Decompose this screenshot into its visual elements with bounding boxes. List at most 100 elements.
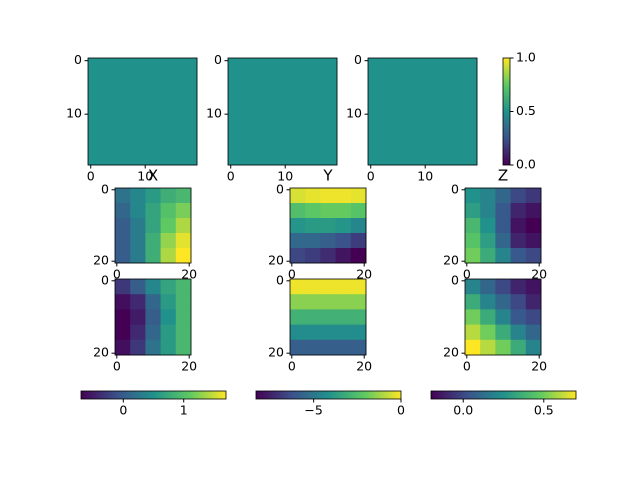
- heatmap-cell: [145, 324, 161, 341]
- heatmap-cell: [160, 188, 177, 204]
- heatmap-cell: [510, 248, 527, 264]
- heatmap-cell: [525, 233, 542, 249]
- axes-frame: [289, 187, 367, 264]
- heatmap-cell: [305, 339, 321, 356]
- y-tick-label: 0: [451, 181, 459, 196]
- heatmap-cell: [320, 294, 336, 310]
- panel-title: X: [148, 167, 158, 185]
- panel-title: Y: [322, 167, 333, 185]
- heatmap-cell: [525, 324, 542, 341]
- y-tick-label: 10: [66, 106, 82, 121]
- colorbar: [430, 390, 577, 400]
- heatmap-cell: [335, 248, 352, 264]
- heatmap-cell: [350, 324, 367, 341]
- heatmap-cell: [145, 218, 161, 234]
- heatmap-cell: [305, 233, 321, 249]
- axes-frame: [87, 57, 198, 166]
- heatmap-cell: [160, 233, 177, 249]
- heatmap-cell: [290, 339, 306, 356]
- heatmap-cell: [290, 218, 306, 234]
- heatmap-cell: [175, 203, 192, 219]
- x-tick-label: 20: [181, 359, 197, 374]
- heatmap-cell: [525, 188, 542, 204]
- y-tick-label: 10: [206, 106, 222, 121]
- heatmap-cell: [525, 279, 542, 295]
- x-tick-label: 20: [531, 359, 547, 374]
- heatmap-cell: [145, 294, 161, 310]
- heatmap-cell: [145, 203, 161, 219]
- heatmap-cell: [145, 279, 161, 295]
- heatmap-cell: [115, 309, 131, 325]
- heatmap-cell: [495, 279, 511, 295]
- heatmap-cell: [495, 218, 511, 234]
- heatmap-cell: [335, 294, 352, 310]
- heatmap-cell: [160, 218, 177, 234]
- heatmap-cell: [495, 188, 511, 204]
- heatmap-cell: [130, 309, 146, 325]
- colorbar-tick-label: 0: [397, 403, 405, 418]
- heatmap-cell: [465, 188, 481, 204]
- heatmap-cell: [350, 203, 367, 219]
- heatmap-cell: [350, 279, 367, 295]
- heatmap-cell: [305, 188, 321, 204]
- heatmap-cell: [290, 324, 306, 341]
- heatmap-cell: [115, 248, 131, 264]
- x-tick-label: 10: [417, 169, 433, 184]
- heatmap-cell: [290, 279, 306, 295]
- heatmap-cell: [130, 324, 146, 341]
- heatmap-cell: [480, 339, 496, 356]
- heatmap-cell: [465, 233, 481, 249]
- heatmap-cell: [305, 248, 321, 264]
- heatmap-cell: [335, 309, 352, 325]
- heatmap-cell: [175, 218, 192, 234]
- heatmap-cell: [115, 279, 131, 295]
- heatmap-cell: [350, 248, 367, 264]
- heatmap-cell: [480, 309, 496, 325]
- x-tick-label: 0: [367, 169, 375, 184]
- heatmap-cell: [305, 218, 321, 234]
- heatmap-cell: [130, 218, 146, 234]
- heatmap-cell: [115, 203, 131, 219]
- heatmap-cell: [350, 339, 367, 356]
- heatmap-cell: [305, 309, 321, 325]
- heatmap-cell: [160, 294, 177, 310]
- x-tick-label: 0: [288, 359, 296, 374]
- heatmap-cell: [320, 248, 336, 264]
- heatmap-cell: [525, 339, 542, 356]
- heatmap-cell: [160, 203, 177, 219]
- heatmap-cell: [290, 233, 306, 249]
- x-tick-label: 0: [463, 359, 471, 374]
- colorbar-tick-label: 0.5: [516, 103, 536, 118]
- heatmap-cell: [335, 188, 352, 204]
- colorbar: [255, 390, 402, 400]
- heatmap-cell: [525, 203, 542, 219]
- y-tick-label: 0: [101, 272, 109, 287]
- axes-frame: [227, 57, 338, 166]
- heatmap-cell: [368, 58, 478, 166]
- axes-frame: [367, 57, 478, 166]
- heatmap-cell: [510, 309, 527, 325]
- colorbar: [502, 57, 511, 166]
- heatmap-cell: [175, 279, 192, 295]
- heatmap-cell: [495, 339, 511, 356]
- heatmap-cell: [510, 324, 527, 341]
- heatmap-cell: [305, 279, 321, 295]
- heatmap-cell: [510, 279, 527, 295]
- axes-frame: [114, 187, 192, 264]
- heatmap-cell: [175, 309, 192, 325]
- heatmap-cell: [130, 279, 146, 295]
- axes-frame: [114, 278, 192, 356]
- heatmap-cell: [320, 203, 336, 219]
- y-tick-label: 0: [74, 52, 82, 67]
- y-tick-label: 0: [354, 52, 362, 67]
- heatmap-cell: [290, 294, 306, 310]
- heatmap-cell: [115, 294, 131, 310]
- colorbar-tick-label: −5: [304, 403, 322, 418]
- heatmap-cell: [465, 279, 481, 295]
- heatmap-cell: [495, 294, 511, 310]
- heatmap-cell: [510, 218, 527, 234]
- heatmap-cell: [335, 339, 352, 356]
- heatmap-cell: [350, 218, 367, 234]
- heatmap-cell: [145, 309, 161, 325]
